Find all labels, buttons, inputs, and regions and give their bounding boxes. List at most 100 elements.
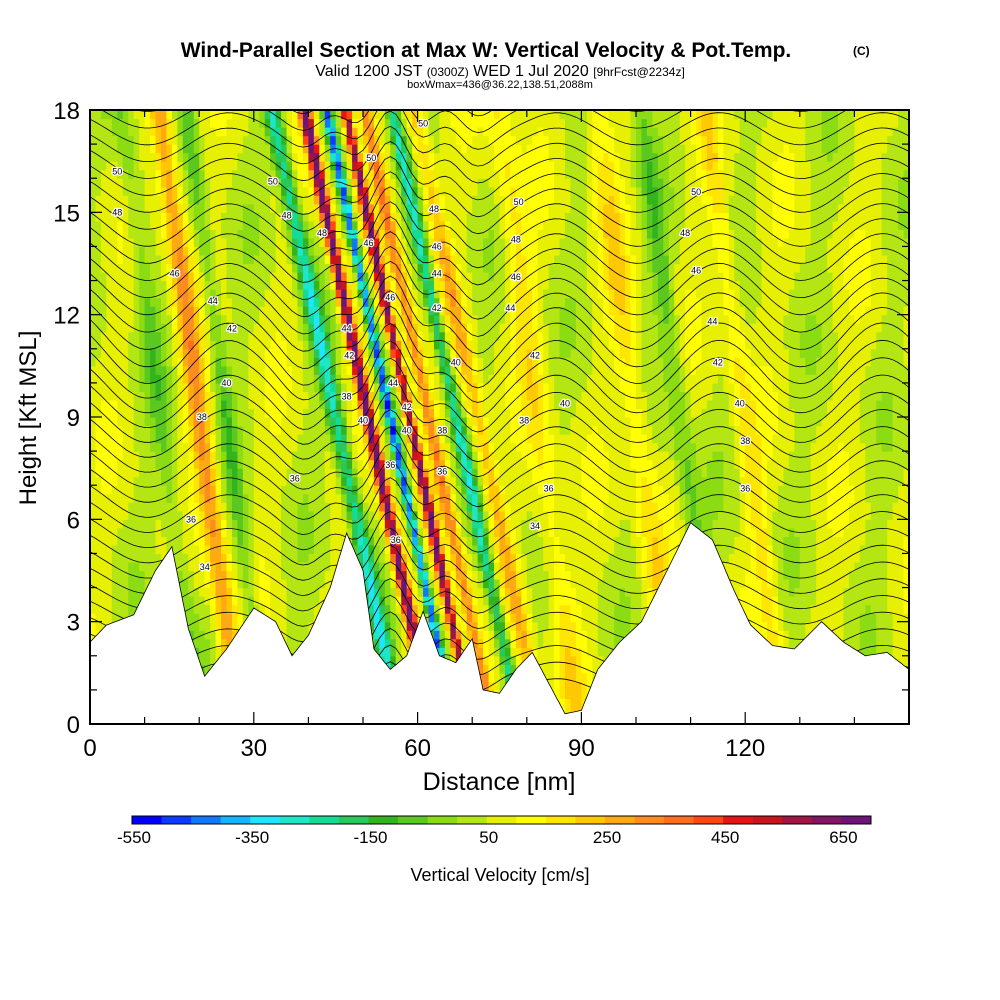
contour-label: 38 [740,436,750,446]
colorbar [131,815,872,825]
chart-title-text: Wind-Parallel Section at Max W: Vertical… [181,39,792,62]
x-tick-label: 90 [568,735,595,762]
x-tick-label: 0 [83,735,96,762]
contour-label: 40 [560,398,570,408]
colorbar-label: Vertical Velocity [cm/s] [410,865,589,885]
contour-label: 34 [200,562,210,572]
contour-label: 50 [691,187,701,197]
contour-label: 44 [388,378,398,388]
contour-label: 42 [432,303,442,313]
colorbar-swatch [398,816,428,824]
contour-label: 42 [713,357,723,367]
subtitle-utc: (0300Z) [427,65,469,79]
contour-label: 46 [170,269,180,279]
contour-label: 40 [221,378,231,388]
colorbar-swatch [604,816,635,824]
contour-label: 44 [505,303,515,313]
contour-label: 36 [385,460,395,470]
x-tick-label: 60 [404,735,431,762]
colorbar-tick-labels: -550 -350 -150 50 250 450 650 [117,828,858,847]
terrain-mask [90,522,909,724]
contour-label: 34 [530,521,540,531]
contour-label: 36 [544,484,554,494]
y-axis-label: Height [Kft MSL] [15,331,42,506]
contour-label: 44 [707,317,717,327]
colorbar-swatch [220,816,251,824]
x-tick-label: 30 [240,735,267,762]
subtitle-valid: Valid 1200 JST [315,63,423,80]
contour-label: 46 [432,241,442,251]
contour-label: 44 [432,269,442,279]
colorbar-tick-label: -350 [235,828,269,847]
contour-label: 50 [514,197,524,207]
colorbar-swatch [575,816,606,824]
contour-label: 50 [112,166,122,176]
y-tick-label: 6 [67,507,80,534]
colorbar-tick-label: 50 [479,828,498,847]
x-tick-label: 120 [725,735,765,762]
contour-label: 50 [418,119,428,129]
subtitle-date: WED 1 Jul 2020 [473,63,589,80]
colorbar-swatch [516,816,547,824]
colorbar-swatch [486,816,517,824]
y-tick-label: 15 [53,200,80,227]
colorbar-swatch [279,816,310,824]
colorbar-swatch [250,816,281,824]
chart-title: Wind-Parallel Section at Max W: Vertical… [181,39,792,62]
contour-label: 46 [511,272,521,282]
colorbar-swatch [841,816,872,824]
contour-label: 40 [402,426,412,436]
contour-label: 46 [363,238,373,248]
contour-label: 36 [186,514,196,524]
colorbar-swatch [457,816,488,824]
contour-label: 48 [511,235,521,245]
contour-label: 46 [691,265,701,275]
contour-label: 40 [735,398,745,408]
colorbar-swatch [752,816,783,824]
colorbar-frame [131,815,872,825]
y-tick-label: 18 [53,98,80,125]
contour-label: 38 [437,426,447,436]
colorbar-tick-label: 250 [593,828,621,847]
contour-label: 48 [429,204,439,214]
colorbar-swatch [132,816,162,824]
contour-label: 42 [344,351,354,361]
contour-labels: 50 48 46 44 42 40 38 36 36 34 50 48 48 50 46 46 44 42 38 40… [111,117,751,573]
contour-label: 38 [342,392,352,402]
colorbar-swatch [723,816,754,824]
contour-label: 50 [366,153,376,163]
y-tick-label: 0 [67,712,80,739]
colorbar-swatch [634,816,665,824]
colorbar-swatch [427,816,458,824]
colorbar-tick-label: 450 [711,828,739,847]
contour-label: 46 [385,293,395,303]
contour-label: 48 [112,207,122,217]
contour-label: 38 [197,412,207,422]
contour-label: 42 [402,402,412,412]
colorbar-swatch [161,816,192,824]
contour-label: 36 [437,467,447,477]
contour-label: 42 [530,351,540,361]
colorbar-swatch [309,816,340,824]
contour-label: 50 [268,177,278,187]
colorbar-swatch [664,816,695,824]
contour-label: 40 [451,357,461,367]
copyright-mark: (C) [853,44,870,58]
x-axis-label: Distance [nm] [423,768,576,796]
contour-label: 48 [680,228,690,238]
y-tick-label: 9 [67,405,80,432]
pot-temp-contours [90,110,909,707]
contour-label: 38 [519,415,529,425]
y-tick-label: 3 [67,610,80,637]
colorbar-swatch [545,816,576,824]
subtitle-forecast: [9hrFcst@2234z] [593,65,685,79]
contour-label: 44 [208,296,218,306]
contour-label: 48 [282,211,292,221]
contour-label: 36 [740,484,750,494]
colorbar-swatch [811,816,842,824]
contour-label: 36 [391,535,401,545]
colorbar-swatch [338,816,369,824]
colorbar-swatch [191,816,222,824]
